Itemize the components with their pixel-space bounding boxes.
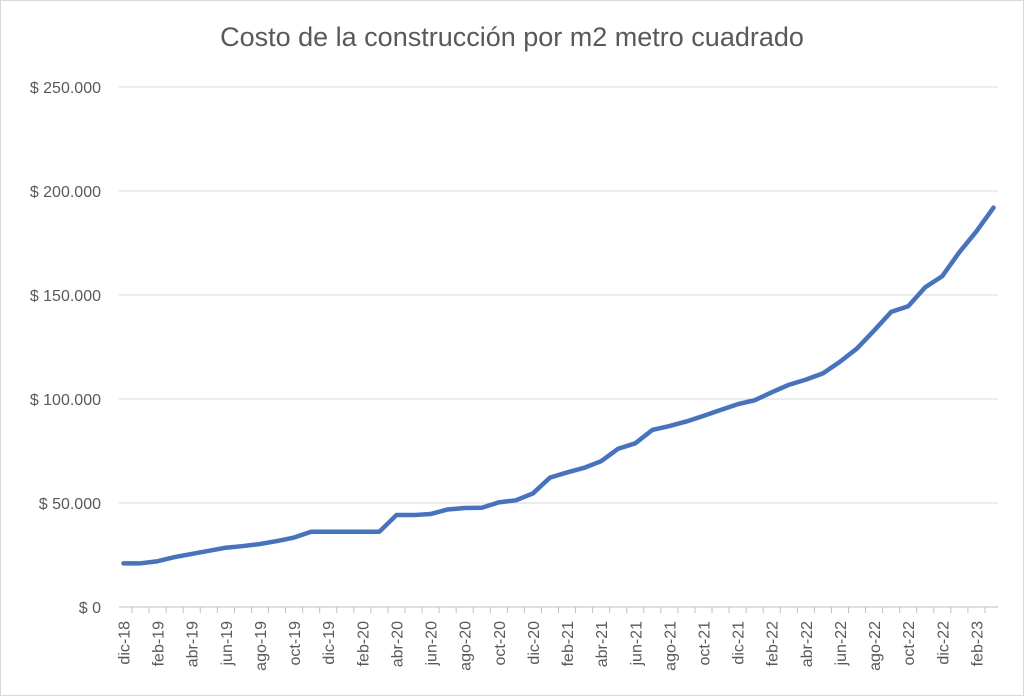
data-point	[412, 513, 416, 517]
data-point	[684, 419, 688, 423]
data-point	[156, 559, 160, 563]
x-tick-label: abr-22	[799, 621, 816, 667]
data-point	[224, 546, 228, 550]
x-tick-label: feb-21	[560, 621, 577, 666]
data-point	[122, 561, 126, 565]
data-point	[309, 530, 313, 534]
x-tick-label: abr-20	[389, 621, 406, 667]
data-point	[770, 390, 774, 394]
y-tick-label: $ 200.000	[30, 184, 101, 201]
data-point	[548, 476, 552, 480]
x-tick-label: jun-20	[424, 621, 441, 667]
data-point	[258, 542, 262, 546]
x-tick-label: oct-21	[697, 621, 714, 666]
grid-lines	[119, 86, 998, 608]
data-point	[872, 329, 876, 333]
data-point	[531, 491, 535, 495]
data-point	[957, 250, 961, 254]
x-tick-label: abr-19	[185, 621, 202, 667]
data-point	[343, 530, 347, 534]
data-point	[940, 274, 944, 278]
data-point	[582, 466, 586, 470]
y-tick-label: $ 50.000	[39, 496, 101, 513]
data-point	[736, 402, 740, 406]
data-point	[565, 470, 569, 474]
data-point	[514, 498, 518, 502]
data-point	[190, 552, 194, 556]
data-point	[377, 530, 381, 534]
data-point	[821, 371, 825, 375]
data-point	[906, 304, 910, 308]
data-point	[241, 544, 245, 548]
y-tick-label: $ 250.000	[30, 80, 101, 97]
series-line	[121, 205, 996, 566]
data-point	[480, 506, 484, 510]
data-point	[292, 536, 296, 540]
data-point	[360, 530, 364, 534]
x-tick-label: dic-21	[731, 621, 748, 665]
x-tick-label: dic-22	[935, 621, 952, 665]
x-tick-label: oct-20	[492, 621, 509, 666]
data-point	[667, 424, 671, 428]
y-axis: $ 0 $ 50.000 $ 100.000 $ 150.000 $ 200.000 $ …	[30, 80, 101, 617]
x-tick-label: feb-22	[765, 621, 782, 666]
data-point	[429, 512, 433, 516]
x-tick-label: jun-22	[833, 621, 850, 667]
data-point	[497, 500, 501, 504]
x-tick-label: oct-22	[901, 621, 918, 666]
data-point	[702, 414, 706, 418]
x-tick-label: feb-19	[151, 621, 168, 666]
data-point	[787, 383, 791, 387]
data-point	[650, 428, 654, 432]
data-point	[719, 408, 723, 412]
x-tick-label: ago-22	[867, 621, 884, 671]
y-tick-label: $ 100.000	[30, 392, 101, 409]
chart-title: Costo de la construcción por m2 metro cu…	[220, 22, 804, 52]
data-point	[923, 285, 927, 289]
data-point	[633, 441, 637, 445]
x-tick-label: abr-21	[594, 621, 611, 667]
data-point	[463, 506, 467, 510]
x-tick-label: feb-23	[969, 621, 986, 666]
x-tick-label: jun-21	[628, 621, 645, 667]
data-point	[446, 507, 450, 511]
data-point	[974, 229, 978, 233]
x-tick-label: oct-19	[287, 621, 304, 666]
data-point	[855, 346, 859, 350]
data-point	[753, 398, 757, 402]
data-point	[275, 539, 279, 543]
y-tick-label: $ 150.000	[30, 288, 101, 305]
x-tick-label: dic-19	[321, 621, 338, 665]
data-point	[889, 310, 893, 314]
x-tick-label: ago-20	[458, 621, 475, 671]
data-point	[599, 459, 603, 463]
data-point	[139, 561, 143, 565]
x-tick-label: jun-19	[219, 621, 236, 667]
x-tick-label: feb-20	[355, 621, 372, 666]
x-axis: dic-18 feb-19 abr-19 jun-19 ago-19 oct-19 dic-…	[117, 607, 986, 671]
data-point	[838, 360, 842, 364]
x-tick-label: dic-18	[117, 621, 134, 665]
data-point	[616, 447, 620, 451]
x-tick-label: dic-20	[526, 621, 543, 665]
y-tick-label: $ 0	[79, 600, 101, 617]
data-point	[394, 513, 398, 517]
x-tick-label: ago-19	[253, 621, 270, 671]
x-tick-label: ago-21	[662, 621, 679, 671]
series-layer	[121, 205, 996, 566]
data-point	[326, 530, 330, 534]
data-point	[173, 555, 177, 559]
data-point	[804, 378, 808, 382]
data-point	[207, 549, 211, 553]
data-point	[992, 206, 996, 210]
